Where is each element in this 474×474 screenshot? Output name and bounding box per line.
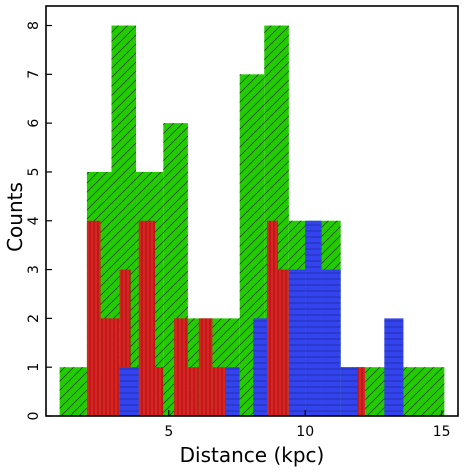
bar-hatch-diagonal-0 — [59, 367, 87, 416]
bar-hatch-horizontal-2 — [253, 318, 268, 416]
bar-hatch-horizontal-1 — [226, 367, 240, 416]
bar-hatch-horizontal-6 — [340, 367, 358, 416]
bars-layer — [59, 25, 445, 417]
plot-frame — [45, 5, 459, 417]
y-tick-label-0: 0 — [26, 412, 42, 421]
bar-hatch-vertical-0 — [86, 220, 101, 416]
bar-hatch-vertical-1 — [100, 318, 112, 416]
bar-hatch-vertical-11 — [267, 220, 278, 416]
y-ticks: 0 1 2 3 4 5 6 7 8 — [26, 21, 52, 420]
axes-layer — [45, 5, 459, 417]
bar-hatch-vertical-5 — [138, 220, 156, 416]
bar-hatch-vertical-6 — [155, 367, 164, 416]
bar-hatch-vertical-12 — [277, 269, 289, 416]
bar-hatch-vertical-8 — [187, 367, 199, 416]
bar-hatch-vertical-2 — [111, 318, 120, 416]
y-tick-label-1: 1 — [26, 363, 42, 372]
y-tick-label-5: 5 — [26, 167, 42, 176]
y-axis-label: Counts — [3, 182, 27, 252]
x-tick-label-1: 10 — [296, 424, 314, 440]
bar-hatch-horizontal-7 — [384, 318, 404, 416]
bar-hatch-vertical-10 — [212, 367, 227, 416]
x-ticks: 5 10 15 — [164, 410, 451, 440]
x-tick-label-2: 15 — [433, 424, 451, 440]
x-tick-label-0: 5 — [164, 424, 173, 440]
y-tick-label-6: 6 — [26, 119, 42, 128]
y-tick-label-4: 4 — [26, 216, 42, 225]
bar-hatch-vertical-3 — [119, 269, 131, 416]
bar-hatch-vertical-13 — [357, 367, 366, 416]
bar-hatch-horizontal-4 — [305, 220, 322, 416]
bar-hatch-vertical-9 — [198, 318, 213, 416]
bar-hatch-horizontal-3 — [288, 269, 306, 416]
bar-hatch-vertical-7 — [174, 318, 188, 416]
y-tick-label-2: 2 — [26, 314, 42, 323]
y-tick-label-7: 7 — [26, 70, 42, 79]
x-axis-label: Distance (kpc) — [180, 443, 325, 467]
y-tick-label-3: 3 — [26, 265, 42, 274]
series-horizontal — [119, 220, 404, 416]
bar-hatch-horizontal-5 — [321, 269, 341, 416]
bar-hatch-horizontal-0 — [119, 367, 139, 416]
y-tick-label-8: 8 — [26, 21, 42, 30]
bar-hatch-diagonal-12 — [365, 367, 445, 416]
